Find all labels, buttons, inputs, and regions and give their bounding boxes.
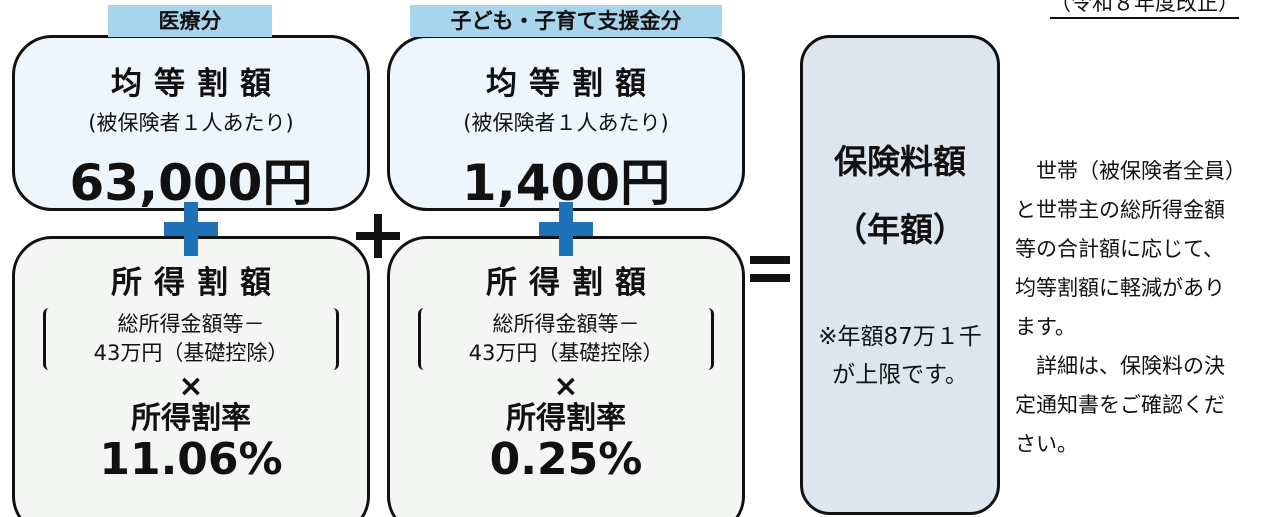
formula: 総所得金額等－ 43万円（基礎控除） <box>418 308 714 370</box>
formula-line: 43万円（基礎控除） <box>93 341 289 365</box>
line: 詳細は、保険料の決 <box>1036 354 1225 378</box>
line: さい。 <box>1015 432 1078 456</box>
formula: 総所得金額等－ 43万円（基礎控除） <box>43 308 339 370</box>
line: 等の合計額に応じて、 <box>1015 237 1224 261</box>
blue-plus <box>164 202 218 256</box>
paragraph: 世帯（被保険者全員） と世帯主の総所得金額 等の合計額に応じて、 均等割額に軽減… <box>1015 152 1287 347</box>
box-title: 均等割額 <box>111 66 283 102</box>
line: 均等割額に軽減があり <box>1015 276 1225 300</box>
box-note: (被保険者１人あたり) <box>88 111 294 135</box>
box-note: (被保険者１人あたり) <box>463 111 669 135</box>
formula-line: 総所得金額等－ <box>492 312 640 336</box>
plus <box>356 214 400 258</box>
rate: 11.06% <box>99 434 283 485</box>
line: 定通知書をご確認くだ <box>1015 393 1225 417</box>
explanation: 世帯（被保険者全員） と世帯主の総所得金額 等の合計額に応じて、 均等割額に軽減… <box>1015 152 1287 464</box>
formula-line: 43万円（基礎控除） <box>468 341 664 365</box>
formula-line: 総所得金額等－ <box>117 312 265 336</box>
result-note: ※年額87万１千 <box>818 324 982 350</box>
rate-title: 所得割率 <box>131 401 251 436</box>
blue-plus <box>539 202 593 256</box>
equals <box>750 256 790 282</box>
header-note: （令和８年度改正） <box>1050 0 1239 19</box>
result-box: 保険料額 （年額） ※年額87万１千 が上限です。 <box>800 35 1000 515</box>
tab: 医療分 <box>108 5 272 37</box>
tab: 子ども・子育て支援金分 <box>410 5 722 37</box>
result-title: （年額） <box>834 210 966 249</box>
box-title: 所得割額 <box>111 265 283 301</box>
line: と世帯主の総所得金額 <box>1015 198 1225 222</box>
box-title: 所得割額 <box>486 265 658 301</box>
line: ます。 <box>1015 315 1076 339</box>
rate: 0.25% <box>489 434 643 485</box>
operator: × <box>553 369 579 404</box>
result-title: 保険料額 <box>834 142 966 181</box>
paragraph: 詳細は、保険料の決 定通知書をご確認くだ さい。 <box>1015 347 1287 464</box>
line: 世帯（被保険者全員） <box>1036 159 1246 183</box>
income-box: 所得割額 総所得金額等－ 43万円（基礎控除） × 所得割率 0.25% <box>387 236 745 517</box>
box-title: 均等割額 <box>486 66 658 102</box>
result-note: が上限です。 <box>832 362 968 388</box>
rate-title: 所得割率 <box>506 401 626 436</box>
operator: × <box>178 369 204 404</box>
